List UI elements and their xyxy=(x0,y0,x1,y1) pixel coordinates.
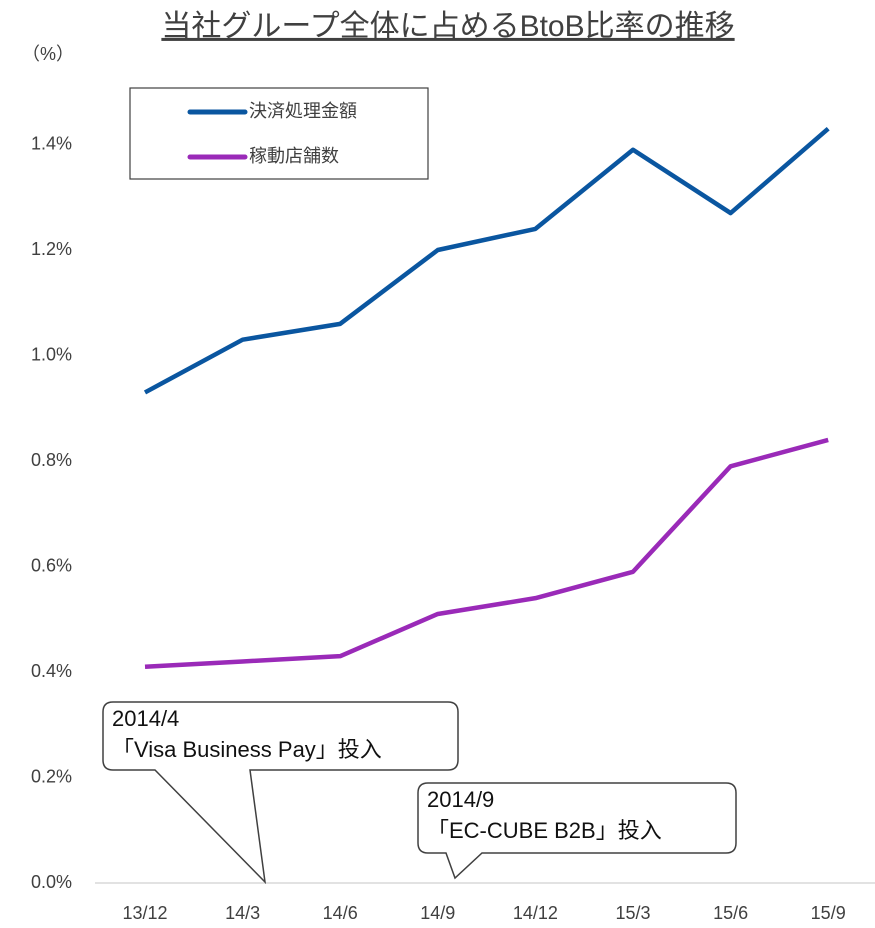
x-tick-label: 15/3 xyxy=(615,903,650,923)
x-tick-label: 14/3 xyxy=(225,903,260,923)
y-tick-label: 0.2% xyxy=(31,766,72,786)
y-axis-label: （%） xyxy=(22,44,74,64)
callout xyxy=(102,701,459,885)
legend-label: 決済処理金額 xyxy=(249,101,357,121)
y-tick-label: 1.2% xyxy=(31,239,72,259)
data-line xyxy=(144,437,829,669)
x-tick-label: 14/6 xyxy=(323,903,358,923)
x-tick-label: 14/12 xyxy=(513,903,558,923)
data-line xyxy=(143,126,830,395)
annotation-text: 「EC-CUBE B2B」投入 xyxy=(427,818,662,843)
y-tick-label: 1.4% xyxy=(31,133,72,153)
y-tick-label: 0.0% xyxy=(31,872,72,892)
y-tick-label: 0.6% xyxy=(31,555,72,575)
x-tick-label: 15/9 xyxy=(811,903,846,923)
y-tick-label: 0.4% xyxy=(31,661,72,681)
annotation-text: 2014/4 xyxy=(112,706,179,731)
y-tick-label: 0.8% xyxy=(31,450,72,470)
callout xyxy=(417,782,737,880)
annotation-text: 2014/9 xyxy=(427,787,494,812)
x-tick-label: 15/6 xyxy=(713,903,748,923)
x-tick-label: 13/12 xyxy=(122,903,167,923)
legend-label: 稼動店舗数 xyxy=(249,146,339,166)
x-tick-label: 14/9 xyxy=(420,903,455,923)
legend-box xyxy=(129,87,429,180)
y-tick-label: 1.0% xyxy=(31,344,72,364)
chart-title: 当社グループ全体に占めるBtoB比率の推移 xyxy=(161,10,734,43)
annotation-text: 「Visa Business Pay」投入 xyxy=(112,737,382,762)
